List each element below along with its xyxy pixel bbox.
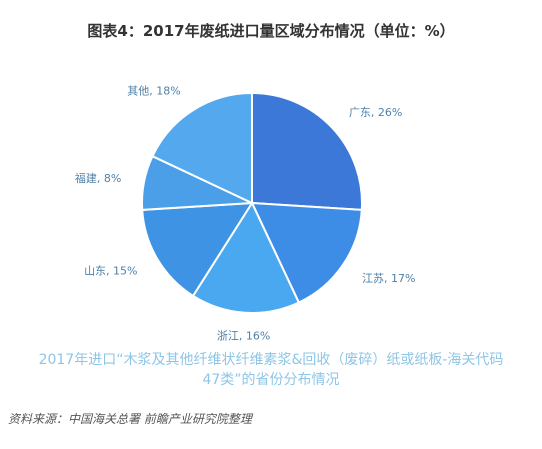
pie-slice-3 bbox=[141, 201, 254, 298]
pie-slice-1 bbox=[250, 201, 363, 304]
pie-label-0: 广东, 26% bbox=[349, 106, 402, 119]
pie-slices bbox=[141, 91, 363, 314]
pie-label-4: 福建, 8% bbox=[75, 171, 121, 185]
pie-slice-2 bbox=[191, 200, 301, 314]
pie-slice-0 bbox=[251, 91, 363, 211]
caption-line-2: 47类”的省份分布情况 bbox=[202, 372, 340, 388]
pie-label-2: 浙江, 16% bbox=[217, 330, 270, 343]
caption-line-1: 2017年进口“木浆及其他纤维状纤维素浆&回收（废碎）纸或纸板-海关代码 bbox=[38, 352, 504, 368]
source-note: 资料来源：中国海关总署 前瞻产业研究院整理 bbox=[8, 412, 252, 426]
chart-title: 图表4：2017年废纸进口量区域分布情况（单位：%） bbox=[87, 22, 455, 40]
pie-label-5: 其他, 18% bbox=[127, 85, 180, 98]
chart-caption: 2017年进口“木浆及其他纤维状纤维素浆&回收（废碎）纸或纸板-海关代码 47类… bbox=[20, 350, 522, 390]
pie-label-3: 山东, 15% bbox=[84, 265, 137, 278]
pie-labels: 广东, 26% 江苏, 17% 浙江, 16% 山东, 15% 福建, 8% 其他, 18… bbox=[75, 85, 416, 343]
pie-label-1: 江苏, 17% bbox=[362, 272, 415, 285]
pie-slice-5 bbox=[151, 91, 253, 205]
